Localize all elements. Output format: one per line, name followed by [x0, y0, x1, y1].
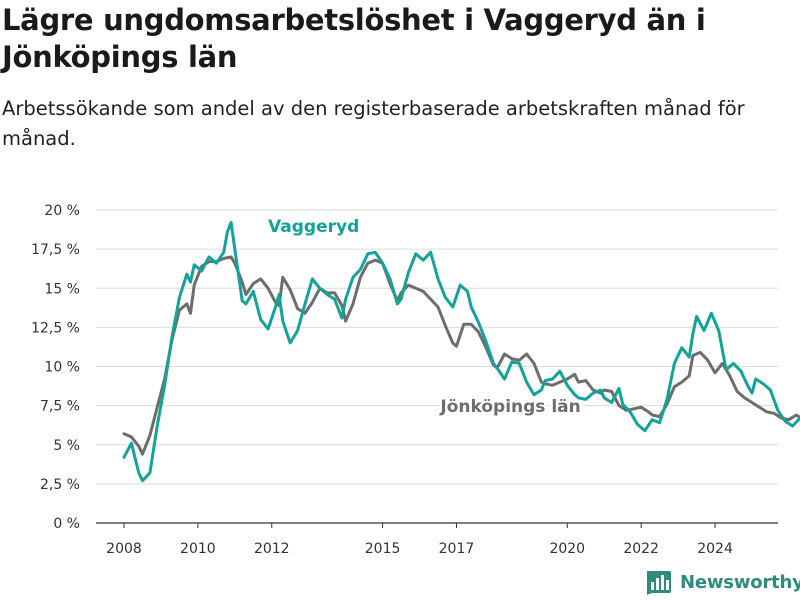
y-tick-label: 17,5 %: [31, 242, 80, 258]
gridlines: [96, 209, 778, 524]
brand-name: Newsworthy: [680, 571, 800, 593]
y-tick-label: 15 %: [44, 281, 80, 297]
series-label-jonkopings-lan-halo: Jönköpings län: [439, 397, 580, 417]
x-tick-label: 2012: [254, 541, 290, 557]
x-tick-label: 2008: [106, 541, 142, 557]
y-tick-label: 2,5 %: [40, 477, 80, 493]
y-tick-label: 5 %: [53, 438, 80, 454]
x-tick-label: 2010: [180, 541, 216, 557]
series-label-vaggeryd: Vaggeryd: [268, 217, 359, 237]
y-tick-label: 0 %: [53, 516, 80, 532]
x-tick-label: 2017: [439, 541, 475, 557]
y-tick-label: 7,5 %: [40, 399, 80, 415]
x-tick-label: 2024: [697, 541, 733, 557]
series-label-vaggeryd-halo: Vaggeryd: [268, 217, 359, 237]
x-tick-label: 2020: [549, 541, 585, 557]
y-tick-label: 20 %: [44, 203, 80, 219]
series-line-vaggeryd: [122, 221, 800, 483]
y-tick-label: 12,5 %: [31, 320, 80, 336]
x-tick-label: 2022: [623, 541, 659, 557]
series-label-jonkopings-lan: Jönköpings län: [439, 397, 580, 417]
x-tick-label: 2015: [365, 541, 401, 557]
chart-subtitle: Arbetssökande som andel av den registerb…: [2, 97, 745, 150]
series-lines: [122, 221, 800, 483]
bar-chart-icon: [647, 571, 671, 595]
newsworthy-logo: Newsworthy: [644, 566, 800, 598]
y-axis-ticks: 0 % 2,5 % 5 % 7,5 % 10 % 12,5 % 15 % 17,5 % 20 %: [31, 203, 80, 532]
x-axis: 2008 2010 2012 2015 2017 2020 2022 2024: [96, 522, 778, 557]
chart-title: Lägre ungdomsarbetslöshet i Vaggeryd än …: [2, 3, 706, 74]
y-tick-label: 10 %: [44, 360, 80, 376]
series-line-jonkopings-lan: [122, 255, 800, 456]
